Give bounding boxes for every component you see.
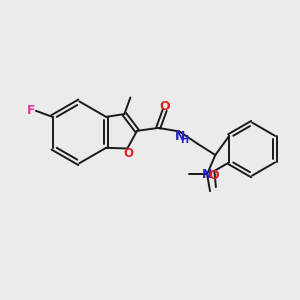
Text: O: O	[208, 169, 219, 182]
Text: O: O	[159, 100, 170, 112]
Text: N: N	[202, 168, 212, 181]
Text: H: H	[180, 135, 188, 145]
Text: N: N	[175, 130, 185, 143]
Text: F: F	[27, 104, 36, 117]
Text: O: O	[124, 147, 134, 160]
